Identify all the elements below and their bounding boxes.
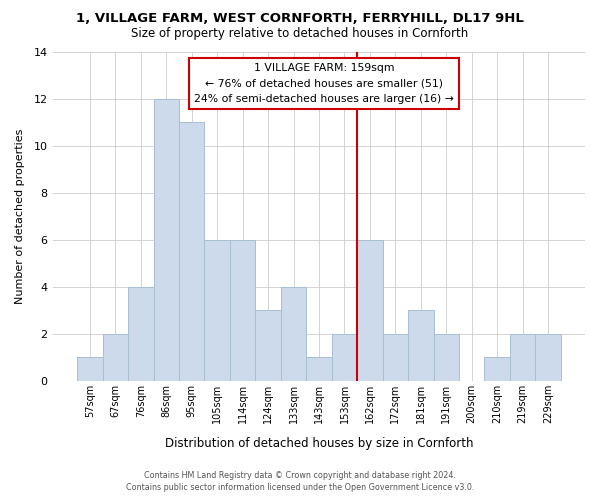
Bar (332, 334, 357, 381)
Bar (256, 310, 281, 381)
X-axis label: Distribution of detached houses by size in Cornforth: Distribution of detached houses by size … (165, 437, 473, 450)
Text: Size of property relative to detached houses in Cornforth: Size of property relative to detached ho… (131, 28, 469, 40)
Bar (103, 334, 128, 381)
Bar (510, 334, 535, 381)
Bar (434, 334, 459, 381)
Text: Contains HM Land Registry data © Crown copyright and database right 2024.
Contai: Contains HM Land Registry data © Crown c… (126, 471, 474, 492)
Bar (408, 310, 434, 381)
Bar (306, 358, 332, 381)
Text: 1 VILLAGE FARM: 159sqm
← 76% of detached houses are smaller (51)
24% of semi-det: 1 VILLAGE FARM: 159sqm ← 76% of detached… (194, 64, 454, 104)
Bar (205, 240, 230, 381)
Bar (383, 334, 408, 381)
Text: 1, VILLAGE FARM, WEST CORNFORTH, FERRYHILL, DL17 9HL: 1, VILLAGE FARM, WEST CORNFORTH, FERRYHI… (76, 12, 524, 26)
Bar (484, 358, 510, 381)
Bar (154, 98, 179, 381)
Bar (128, 287, 154, 381)
Bar (77, 358, 103, 381)
Y-axis label: Number of detached properties: Number of detached properties (15, 128, 25, 304)
Bar (179, 122, 205, 381)
Bar (281, 287, 306, 381)
Bar (230, 240, 256, 381)
Bar (357, 240, 383, 381)
Bar (535, 334, 561, 381)
